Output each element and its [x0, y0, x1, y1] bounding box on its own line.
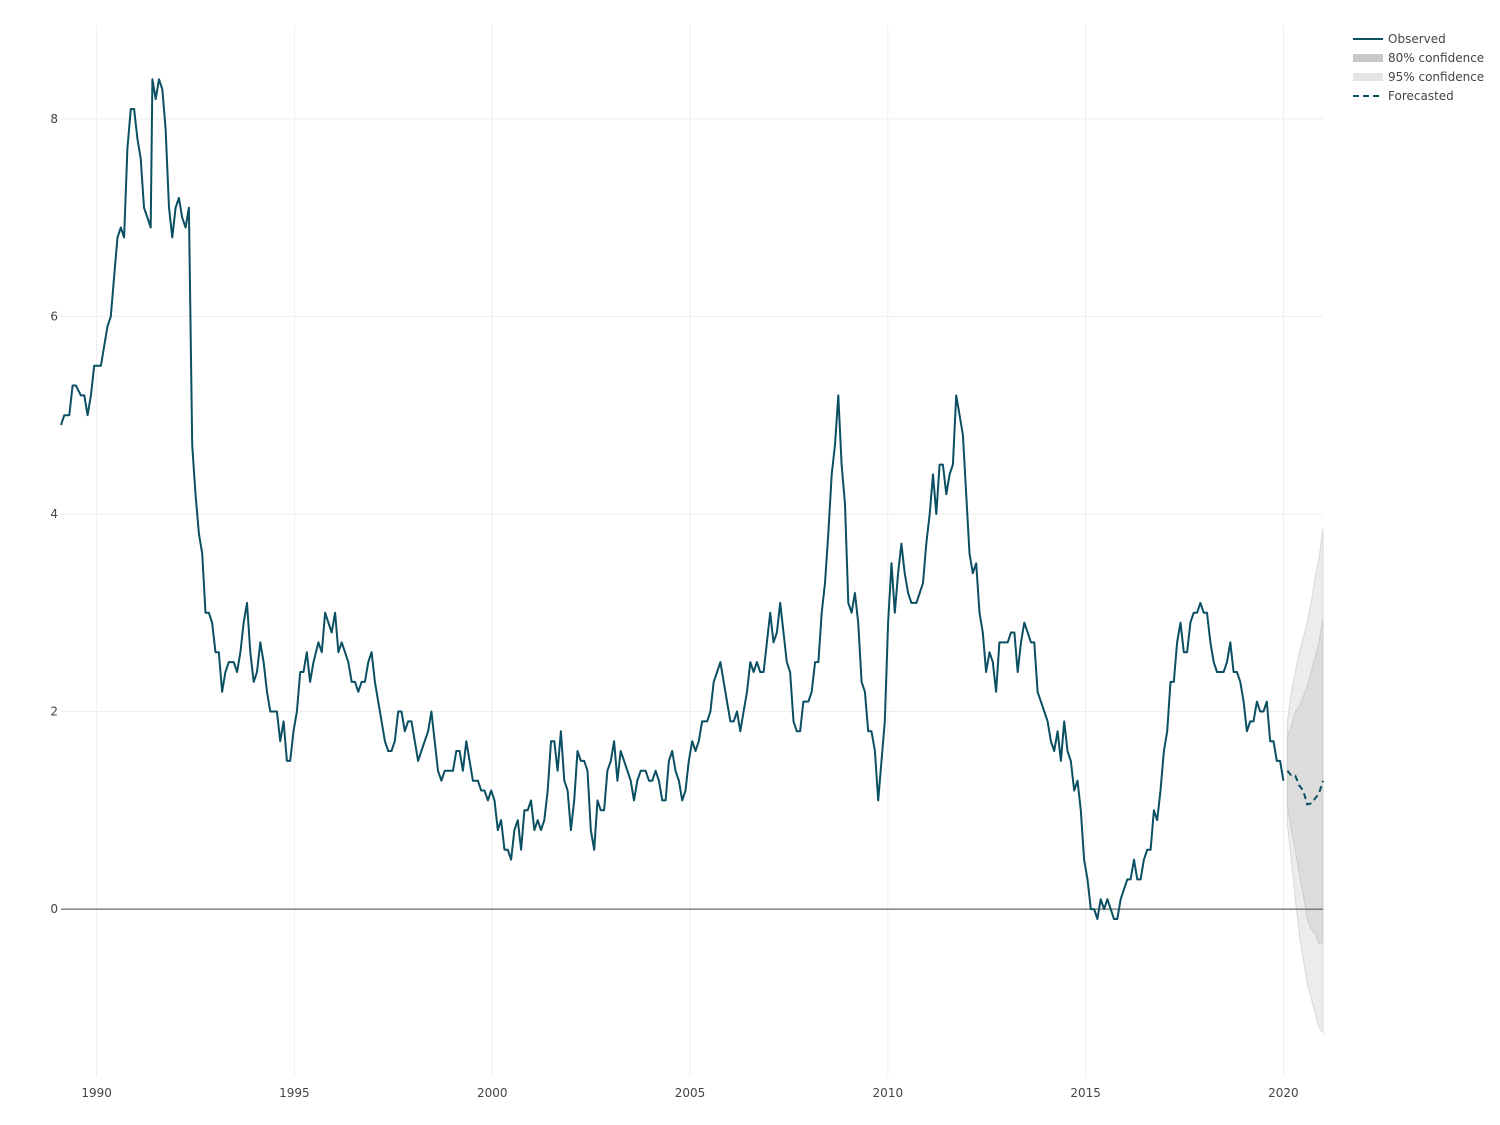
legend-swatch-band	[1353, 73, 1383, 81]
legend-item: 80% confidence	[1353, 51, 1484, 65]
y-tick-label: 8	[50, 112, 58, 126]
x-tick-label: 2020	[1268, 1086, 1299, 1100]
x-tick-label: 2010	[873, 1086, 904, 1100]
y-tick-label: 0	[50, 902, 58, 916]
legend-swatch-band	[1353, 54, 1383, 62]
x-axis-ticks: 1990 1995 2000 2005 2010 2015 2020	[81, 1086, 1298, 1100]
y-axis-ticks: 0 2 4 6 8	[50, 112, 58, 916]
x-tick-label: 1990	[81, 1086, 112, 1100]
observed-line	[60, 78, 1285, 920]
x-tick-label: 2015	[1070, 1086, 1101, 1100]
legend-label: 80% confidence	[1388, 51, 1484, 65]
legend-label: 95% confidence	[1388, 70, 1484, 84]
x-tick-label: 2005	[675, 1086, 706, 1100]
legend: Observed 80% confidence 95% confidence Fore…	[1353, 32, 1484, 103]
x-tick-label: 2000	[477, 1086, 508, 1100]
legend-item: 95% confidence	[1353, 70, 1484, 84]
band-80-confidence	[1286, 617, 1324, 945]
legend-item: Observed	[1353, 32, 1446, 46]
confidence-bands	[1286, 528, 1324, 1034]
legend-label: Observed	[1388, 32, 1446, 46]
y-tick-label: 6	[50, 309, 58, 323]
x-tick-label: 1995	[279, 1086, 310, 1100]
legend-label: Forecasted	[1388, 89, 1454, 103]
grid-lines	[61, 25, 1323, 1077]
forecast-line	[1286, 770, 1324, 806]
y-tick-label: 4	[50, 507, 58, 521]
y-tick-label: 2	[50, 705, 58, 719]
legend-item: Forecasted	[1353, 89, 1454, 103]
series-lines	[60, 78, 1324, 920]
